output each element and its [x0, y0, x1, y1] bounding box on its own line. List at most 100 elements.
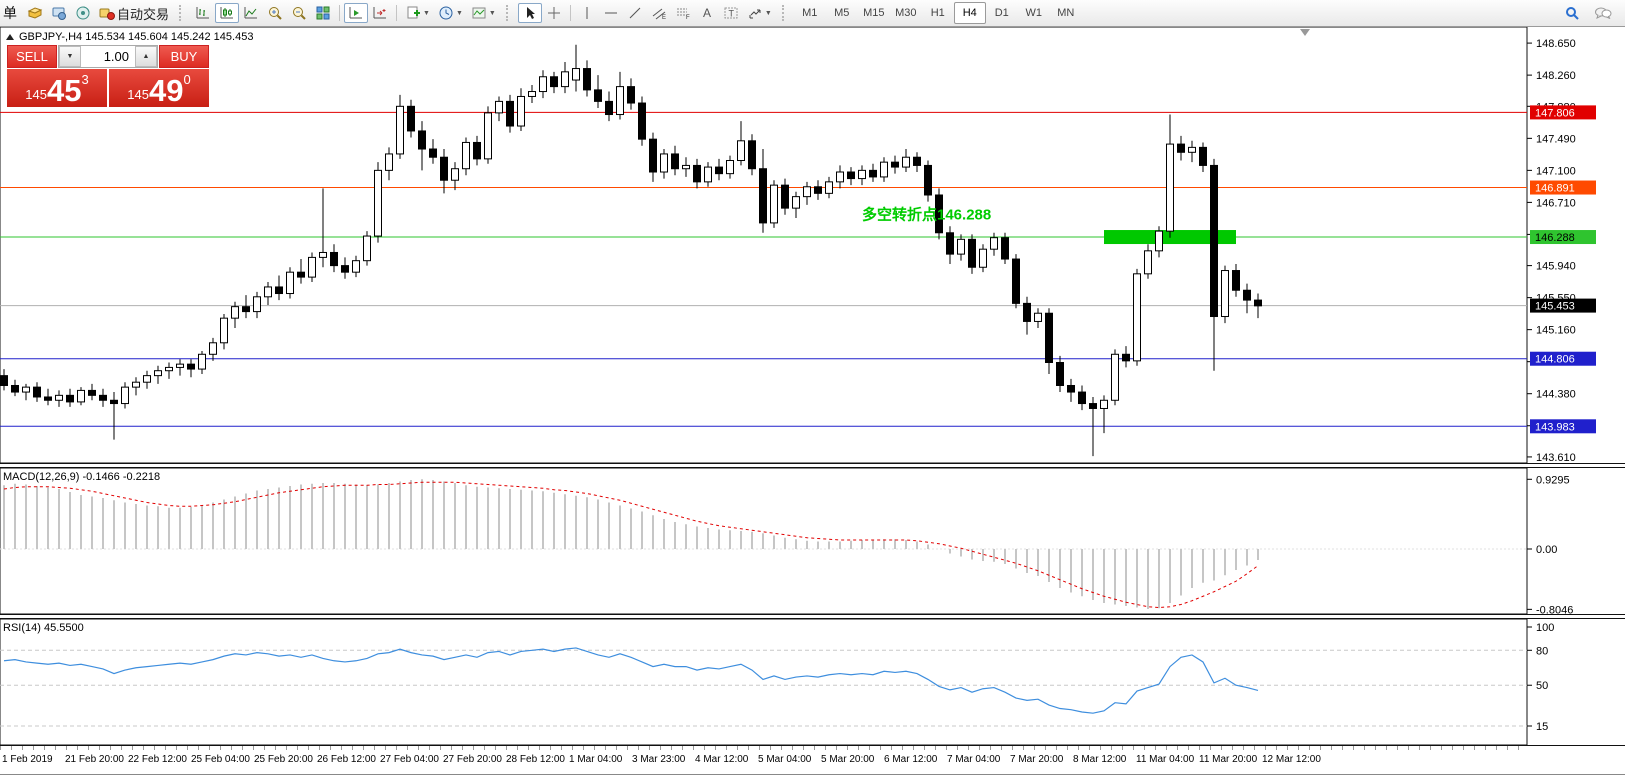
time-label: 7 Mar 04:00: [947, 754, 1001, 765]
crosshair-icon[interactable]: [542, 3, 566, 23]
autotrading-label: 自动交易: [117, 6, 170, 22]
svg-text:148.260: 148.260: [1536, 70, 1576, 82]
svg-text:148.650: 148.650: [1536, 38, 1576, 50]
main-chart-panel[interactable]: 148.650148.260147.880147.490147.100146.7…: [0, 27, 1625, 463]
main-toolbar: 单 自动交易 ▼ ▼ ▼ E F A T ▼: [0, 0, 1625, 27]
timeframe-mn[interactable]: MN: [1057, 7, 1075, 19]
volume-decrease-button[interactable]: ▼: [59, 46, 81, 67]
macd-chart[interactable]: 0.9295 0.00 -0.8046: [0, 468, 1625, 614]
zoom-in-icon[interactable]: [263, 3, 287, 23]
timeframe-m15[interactable]: M15: [863, 7, 885, 19]
tile-windows-icon[interactable]: [311, 3, 335, 23]
macd-panel[interactable]: 0.9295 0.00 -0.8046 MACD(12,26,9) -0.1466 …: [0, 468, 1625, 614]
rsi-panel[interactable]: 100 80 50 15 RSI(14) 45.5500: [0, 619, 1625, 745]
time-label: 11 Mar 20:00: [1199, 754, 1258, 765]
timeframe-w1[interactable]: W1: [1025, 7, 1043, 19]
svg-text:144.380: 144.380: [1536, 389, 1576, 401]
time-label: 5 Mar 04:00: [758, 754, 812, 765]
volume-increase-button[interactable]: ▲: [135, 46, 157, 67]
svg-text:147.490: 147.490: [1536, 133, 1576, 145]
text-label-icon[interactable]: T: [719, 3, 743, 23]
rsi-chart[interactable]: 100 80 50 15: [0, 619, 1625, 745]
zoom-out-icon[interactable]: [287, 3, 311, 23]
time-label: 1 Feb 2019: [2, 754, 53, 765]
horizontal-line-icon[interactable]: [599, 3, 623, 23]
auto-scroll-icon[interactable]: [344, 3, 369, 23]
time-label: 8 Mar 12:00: [1073, 754, 1127, 765]
toolbar-grip: [781, 5, 790, 21]
svg-text:多空转折点146.288: 多空转折点146.288: [862, 206, 991, 224]
sell-price-button[interactable]: 145 45 3: [7, 69, 107, 107]
timeframe-h4[interactable]: H4: [953, 2, 986, 24]
svg-text:147.100: 147.100: [1536, 165, 1576, 177]
new-order-button[interactable]: 单: [3, 5, 17, 21]
candlestick-chart[interactable]: 148.650148.260147.880147.490147.100146.7…: [0, 27, 1625, 463]
timeframe-h1[interactable]: H1: [930, 7, 945, 19]
equidistant-channel-icon[interactable]: E: [647, 3, 671, 23]
time-label: 11 Mar 04:00: [1136, 754, 1195, 765]
buy-price-sup: 0: [183, 72, 191, 87]
svg-text:50: 50: [1536, 680, 1548, 692]
toolbar-separator: [569, 5, 571, 21]
svg-text:E: E: [662, 15, 666, 21]
buy-price-button[interactable]: 145 49 0: [109, 69, 209, 107]
search-icon[interactable]: [1560, 3, 1584, 23]
arrows-button[interactable]: ▼: [743, 3, 776, 23]
time-label: 1 Mar 04:00: [569, 754, 623, 765]
time-label: 25 Feb 20:00: [254, 754, 313, 765]
volume-stepper: ▼ 1.00 ▲: [58, 45, 158, 68]
history-center-icon[interactable]: [23, 3, 47, 23]
candlestick-chart-icon[interactable]: [215, 3, 240, 23]
svg-text:F: F: [686, 15, 690, 21]
periods-button[interactable]: ▼: [434, 3, 467, 23]
sell-price-sup: 3: [81, 72, 89, 87]
volume-value[interactable]: 1.00: [103, 49, 129, 64]
buy-button[interactable]: BUY: [159, 45, 209, 68]
one-click-collapse-arrow[interactable]: [6, 34, 14, 40]
toolbar-grip: [179, 5, 187, 21]
time-label: 28 Feb 12:00: [506, 754, 565, 765]
svg-text:0.9295: 0.9295: [1536, 474, 1570, 486]
sell-button[interactable]: SELL: [7, 45, 57, 68]
signals-icon[interactable]: [71, 3, 95, 23]
chat-icon[interactable]: [1590, 3, 1616, 23]
line-chart-icon[interactable]: [239, 3, 263, 23]
time-label: 7 Mar 20:00: [1010, 754, 1064, 765]
toolbar-grip: [505, 5, 514, 21]
text-icon[interactable]: A: [695, 3, 719, 23]
timeframe-m30[interactable]: M30: [895, 7, 917, 19]
time-label: 12 Mar 12:00: [1262, 754, 1321, 765]
time-label: 25 Feb 04:00: [191, 754, 250, 765]
sell-price-prefix: 145: [25, 87, 47, 102]
svg-text:143.610: 143.610: [1536, 452, 1576, 463]
svg-text:145.940: 145.940: [1536, 261, 1576, 273]
templates-button[interactable]: ▼: [467, 3, 500, 23]
terminal-icon[interactable]: [47, 3, 71, 23]
timeframe-group: M1 M5 M15 M30 H1 H4 D1 W1 MN: [794, 2, 1082, 24]
fibonacci-icon[interactable]: F: [671, 3, 695, 23]
sell-price-big: 45: [46, 72, 82, 108]
svg-text:143.983: 143.983: [1535, 421, 1575, 433]
svg-text:145.160: 145.160: [1536, 325, 1576, 337]
one-click-trade-panel: SELL ▼ 1.00 ▲ BUY 145 45 3 145 49 0: [7, 45, 209, 107]
trendline-icon[interactable]: [623, 3, 647, 23]
time-label: 21 Feb 20:00: [65, 754, 124, 765]
time-label: 5 Mar 20:00: [821, 754, 875, 765]
autotrading-button[interactable]: 自动交易: [95, 3, 173, 23]
time-label: 27 Feb 20:00: [443, 754, 502, 765]
timeframe-m5[interactable]: M5: [834, 7, 850, 19]
timeframe-d1[interactable]: D1: [994, 7, 1009, 19]
cursor-icon[interactable]: [517, 3, 542, 23]
indicators-button[interactable]: ▼: [401, 3, 434, 23]
time-label: 6 Mar 12:00: [884, 754, 938, 765]
time-label: 3 Mar 23:00: [632, 754, 686, 765]
bar-chart-icon[interactable]: [191, 3, 215, 23]
timeframe-m1[interactable]: M1: [802, 7, 818, 19]
svg-text:100: 100: [1536, 622, 1554, 634]
vertical-line-icon[interactable]: [575, 3, 599, 23]
chart-shift-icon[interactable]: [368, 3, 392, 23]
buy-price-big: 49: [148, 72, 184, 108]
time-axis[interactable]: 1 Feb 2019 21 Feb 20:00 22 Feb 12:00 25 Feb…: [0, 745, 1625, 772]
svg-text:A: A: [703, 6, 711, 20]
